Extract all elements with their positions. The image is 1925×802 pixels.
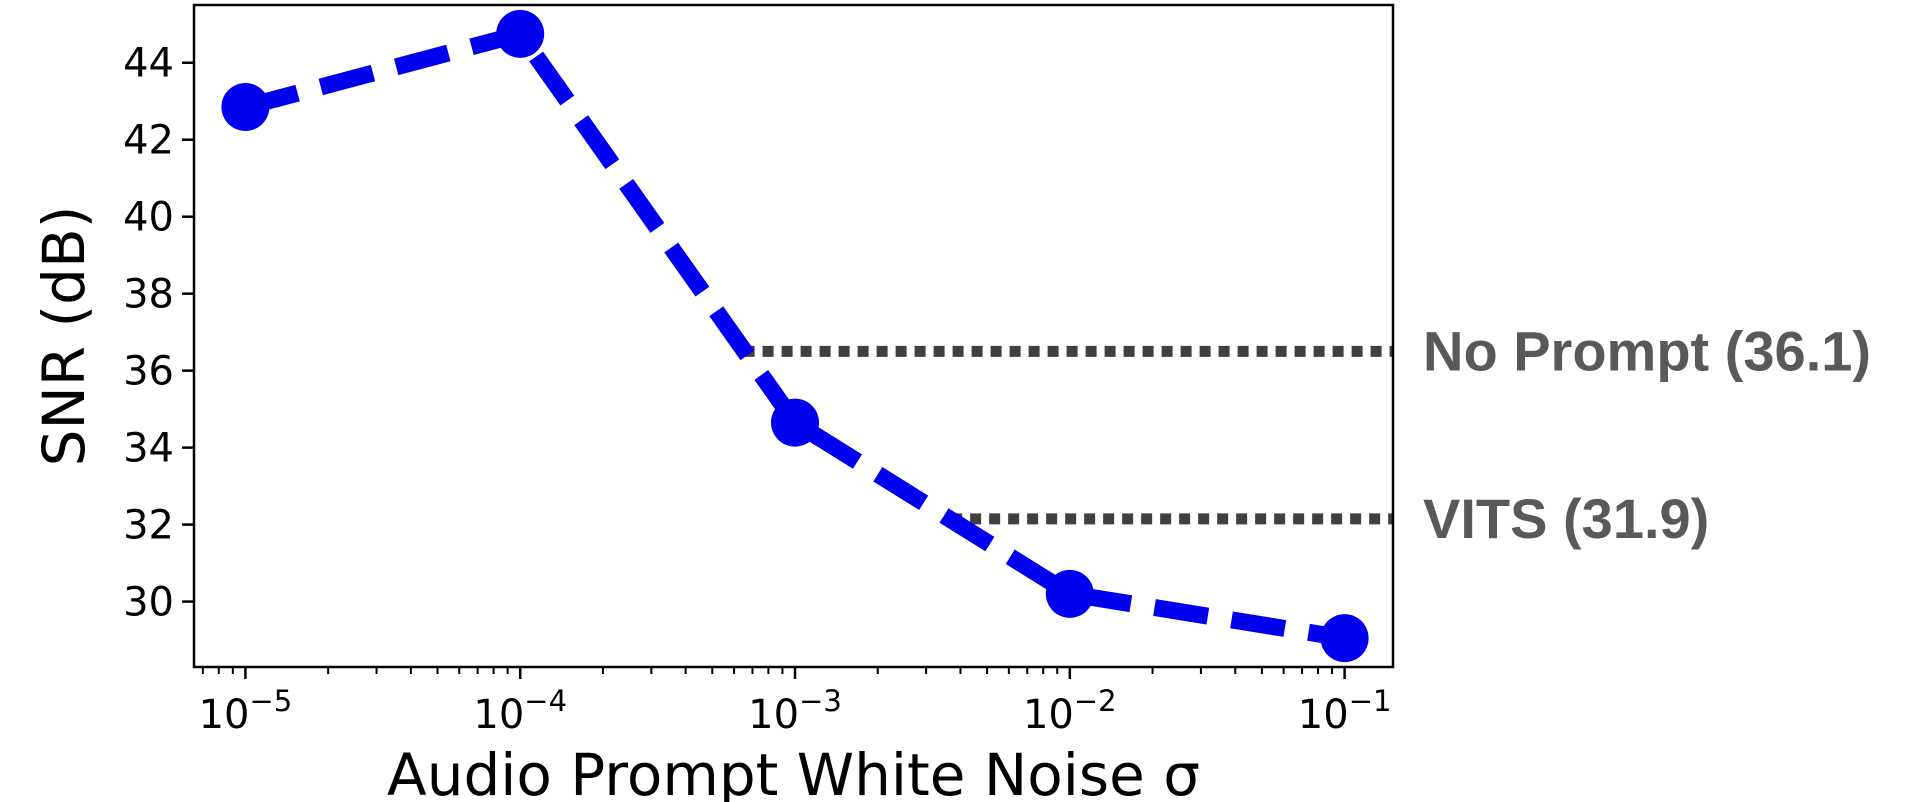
data-point-4 <box>1045 569 1094 618</box>
reference-lines: No Prompt (36.1) VITS (31.9) <box>743 319 1871 550</box>
x-tick-label: 10−5 <box>199 684 293 738</box>
reference-label-1: No Prompt (36.1) <box>1423 319 1871 382</box>
data-point-1 <box>221 82 270 131</box>
y-tick-label: 40 <box>123 195 174 241</box>
x-tick-label: 10−2 <box>1023 684 1117 738</box>
series-line-1 <box>243 25 1346 647</box>
y-tick-label: 42 <box>123 118 174 164</box>
y-tick-label: 38 <box>123 272 174 318</box>
y-axis: 30 32 34 36 38 40 42 44 <box>123 41 194 626</box>
y-tick-label: 34 <box>123 426 174 472</box>
y-tick-label: 30 <box>123 580 174 626</box>
data-point-3 <box>771 398 820 447</box>
series-layer <box>221 9 1369 663</box>
x-tick-label: 10−3 <box>748 684 842 738</box>
x-axis: 10−5 10−4 10−3 10−2 10−1 <box>199 667 1392 738</box>
x-axis-title: Audio Prompt White Noise σ <box>387 741 1200 802</box>
y-tick-label: 36 <box>123 349 174 395</box>
data-point-2 <box>496 9 545 58</box>
plot-frame <box>192 3 1395 669</box>
data-point-5 <box>1320 614 1369 663</box>
y-axis-title: SNR (dB) <box>30 206 98 467</box>
y-tick-label: 32 <box>123 503 174 549</box>
x-tick-label: 10−4 <box>473 684 567 738</box>
y-tick-label: 44 <box>123 41 174 87</box>
reference-label-2: VITS (31.9) <box>1423 487 1709 550</box>
x-tick-label: 10−1 <box>1298 684 1392 738</box>
